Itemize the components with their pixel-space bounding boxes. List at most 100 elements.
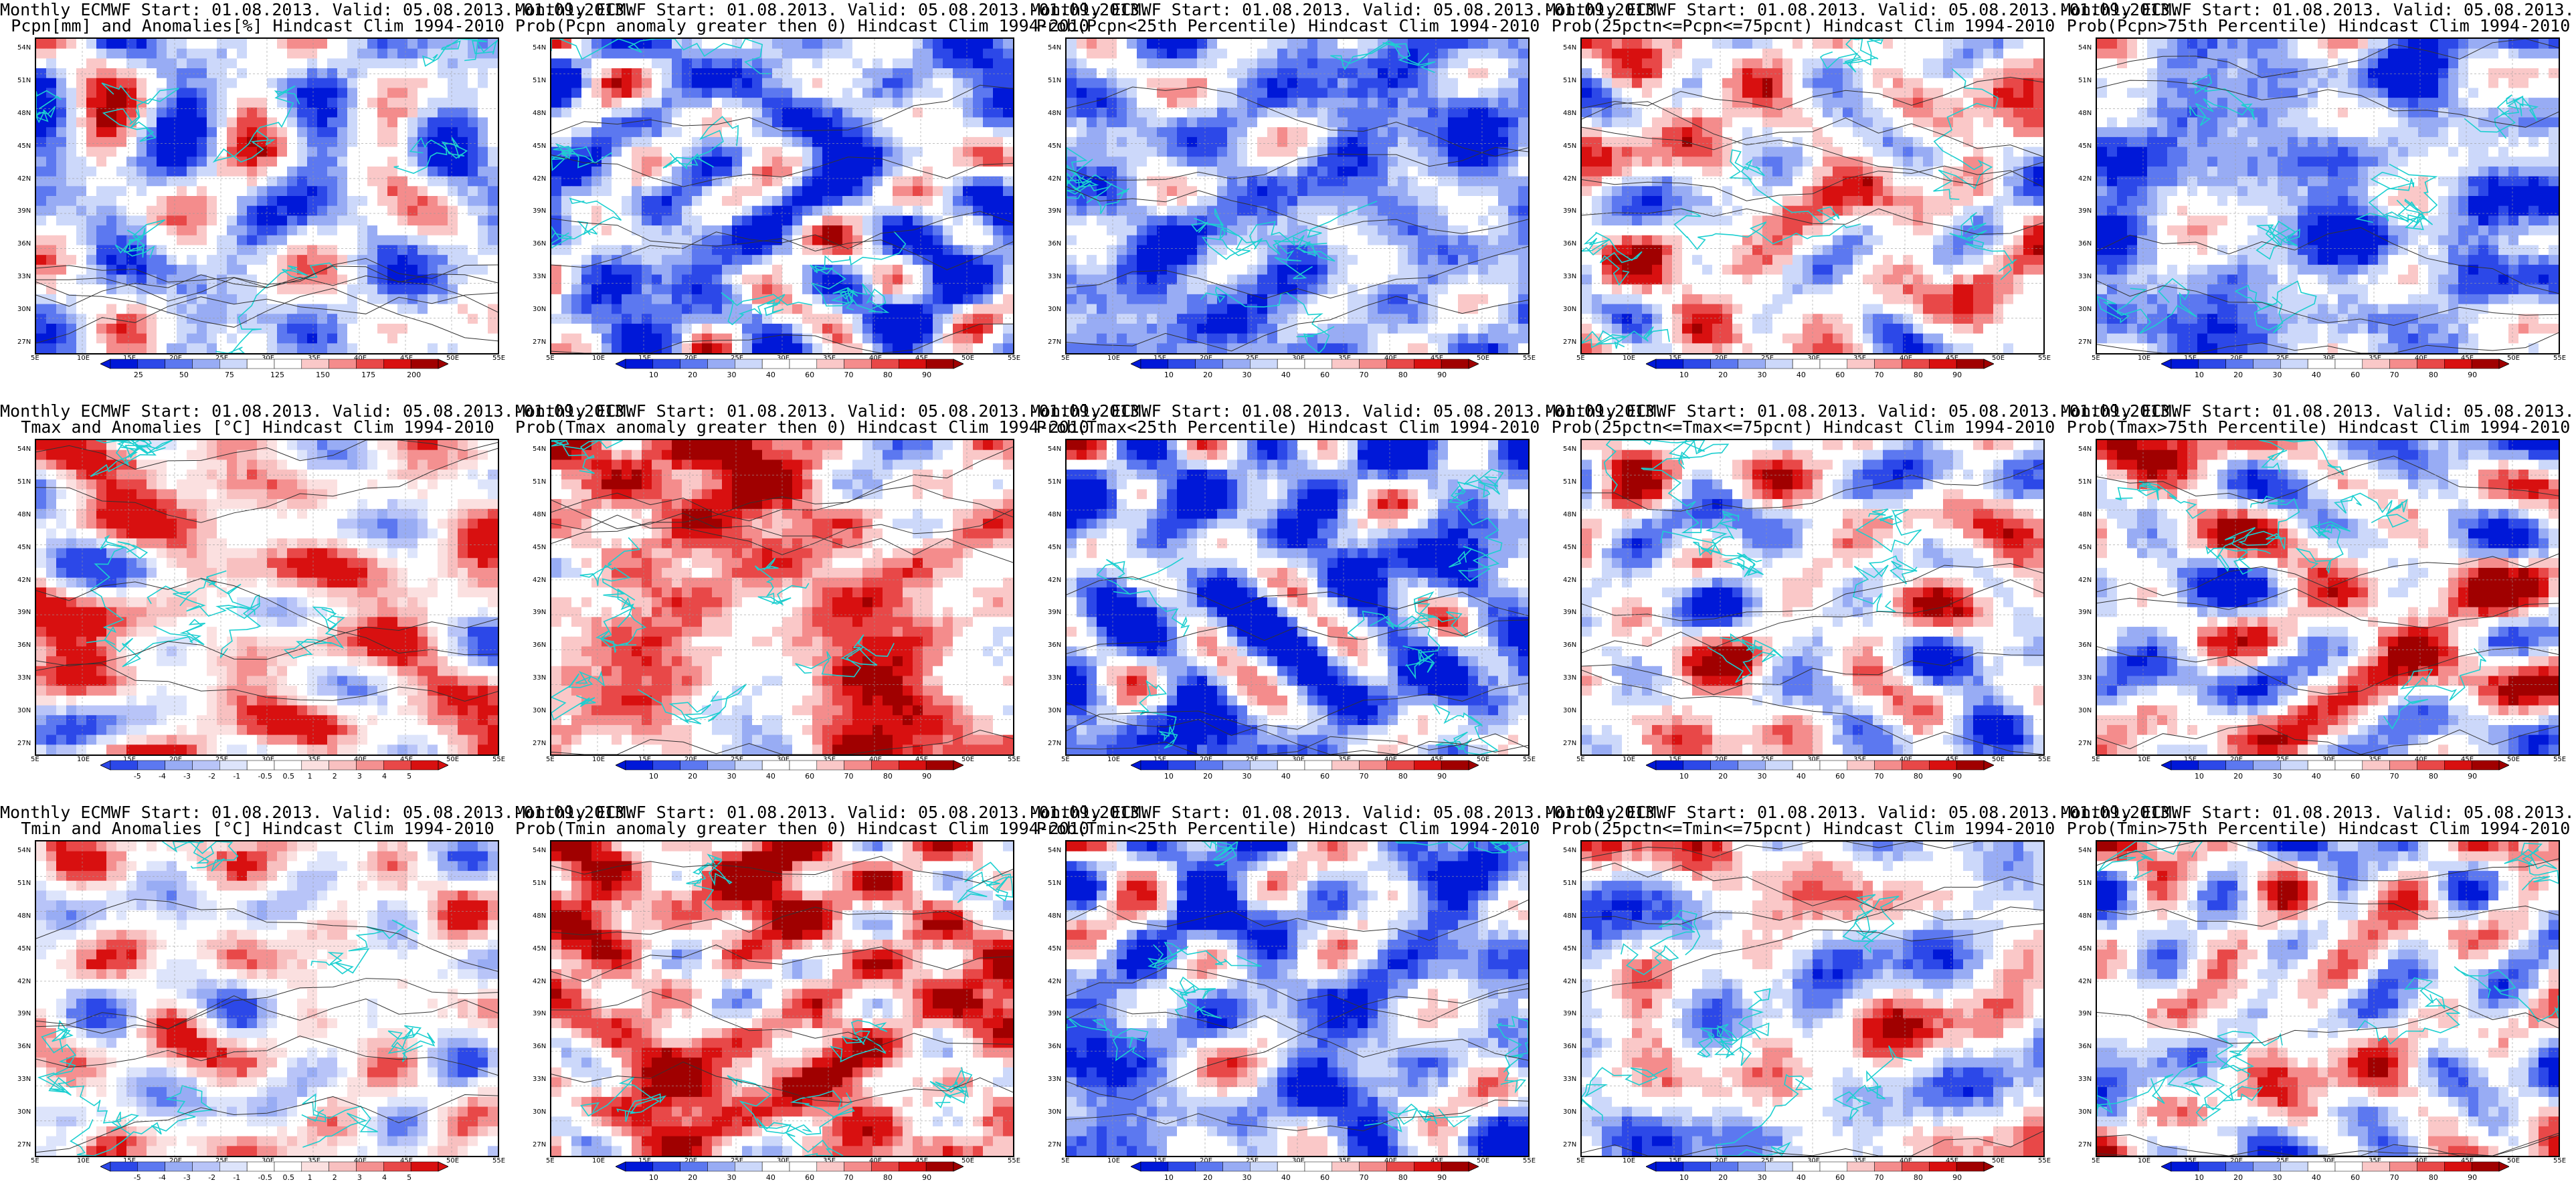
latitude-label: 42N: [533, 175, 546, 183]
latitude-label: 48N: [533, 511, 546, 518]
colorbar-tick-label: 90: [1437, 371, 1447, 379]
colorbar: [2161, 760, 2509, 771]
colorbar-tick-label: 70: [844, 1173, 854, 1182]
colorbar-tick-label: 40: [1281, 371, 1291, 379]
longitude-label: 5E: [1576, 355, 1585, 362]
coastlines: [580, 854, 1013, 1156]
longitude-label: 50E: [446, 1157, 459, 1165]
latitude-label: 39N: [2078, 609, 2092, 616]
latitude-label: 48N: [2078, 511, 2092, 518]
panel-subtitle: Prob(Tmax<25th Percentile) Hindcast Clim…: [1030, 419, 1546, 436]
colorbar-tick-label: 40: [1281, 772, 1291, 781]
longitude-label: 55E: [492, 355, 505, 362]
latitude-label: 42N: [1048, 577, 1061, 584]
latitude-label: 30N: [17, 306, 31, 313]
map-area: [550, 439, 1014, 756]
latitude-label: 39N: [17, 1010, 31, 1017]
longitude-label: 40E: [1900, 756, 1912, 763]
panel-subtitle: Tmax and Anomalies [°C] Hindcast Clim 19…: [0, 419, 515, 436]
colorbar-tick-label: 30: [727, 371, 737, 379]
graticule: [36, 841, 498, 1156]
longitude-label: 10E: [592, 355, 605, 362]
longitude-label: 25E: [2276, 1157, 2289, 1165]
latitude-label: 27N: [17, 338, 31, 346]
longitude-label: 5E: [1061, 355, 1070, 362]
field-cells: [36, 841, 498, 1156]
longitude-label: 45E: [1431, 1157, 1443, 1165]
colorbar-tick-label: 60: [2351, 1173, 2360, 1182]
colorbar-tick-label: 10: [1679, 371, 1689, 379]
longitude-label: 35E: [1338, 355, 1351, 362]
panel-subtitle: Prob(Pcpn>75th Percentile) Hindcast Clim…: [2061, 17, 2576, 35]
colorbar-swatches: [100, 1161, 448, 1172]
colorbar-swatches: [100, 760, 448, 771]
colorbar-tick-label: -5: [134, 1173, 141, 1182]
latitude-label: 27N: [1563, 1141, 1576, 1148]
colorbar-tick-label: 80: [2429, 772, 2438, 781]
longitude-label: 45E: [400, 756, 413, 763]
latitude-label: 48N: [533, 912, 546, 920]
longitude-label: 10E: [2138, 756, 2150, 763]
longitude-label: 55E: [1523, 1157, 1536, 1165]
longitude-label: 25E: [1761, 355, 1774, 362]
map-panel: Monthly ECMWF Start: 01.08.2013. Valid: …: [515, 401, 1149, 803]
longitude-label: 35E: [1853, 756, 1866, 763]
colorbar: [100, 359, 448, 369]
longitude-label: 50E: [446, 756, 459, 763]
latitude-label: 39N: [533, 609, 546, 616]
colorbar-tick-label: 80: [1398, 1173, 1408, 1182]
longitude-label: 25E: [215, 355, 228, 362]
map-area: [1580, 439, 2045, 756]
longitude-label: 25E: [215, 1157, 228, 1165]
panel-subtitle: Prob(25pctn<=Tmin<=75pcnt) Hindcast Clim…: [1546, 820, 2061, 837]
latitude-label: 30N: [1563, 1108, 1576, 1116]
map-area: [1580, 37, 2045, 355]
longitude-label: 25E: [1246, 756, 1259, 763]
longitude-label: 20E: [1715, 355, 1728, 362]
map-field: [1582, 440, 2043, 755]
panel-subtitle: Prob(25pctn<=Tmax<=75pcnt) Hindcast Clim…: [1546, 419, 2061, 436]
latitude-label: 54N: [1563, 44, 1576, 52]
map-panel: Monthly ECMWF Start: 01.08.2013. Valid: …: [1030, 401, 1665, 803]
latitude-label: 33N: [1048, 273, 1061, 280]
longitude-label: 55E: [2038, 756, 2051, 763]
latitude-label: 39N: [17, 609, 31, 616]
latitude-label: 54N: [533, 847, 546, 854]
colorbar-tick-label: 20: [1718, 772, 1728, 781]
longitude-label: 40E: [869, 1157, 882, 1165]
latitude-label: 27N: [533, 1141, 546, 1148]
map-panel: Monthly ECMWF Start: 01.08.2013. Valid: …: [1030, 0, 1665, 401]
latitude-label: 33N: [17, 1076, 31, 1083]
colorbar-tick-label: 90: [1952, 772, 1962, 781]
latitude-label: 30N: [533, 707, 546, 714]
longitude-label: 25E: [731, 355, 743, 362]
colorbar-tick-label: 150: [316, 371, 330, 379]
latitude-label: 27N: [2078, 740, 2092, 747]
colorbar-tick-label: 2: [333, 772, 337, 781]
longitude-label: 15E: [638, 1157, 651, 1165]
longitude-label: 50E: [1992, 756, 2005, 763]
latitude-label: 30N: [1048, 306, 1061, 313]
longitude-label: 50E: [1992, 355, 2005, 362]
colorbar-tick-label: -2: [208, 1173, 215, 1182]
latitude-label: 33N: [1563, 273, 1576, 280]
longitude-label: 35E: [1338, 1157, 1351, 1165]
longitude-label: 15E: [638, 355, 651, 362]
colorbar-tick-label: 60: [805, 772, 814, 781]
latitude-label: 36N: [533, 1043, 546, 1050]
colorbar-tick-label: 40: [1797, 371, 1806, 379]
latitude-label: 48N: [1563, 110, 1576, 117]
latitude-label: 48N: [17, 511, 31, 518]
map-area: [35, 439, 499, 756]
map-panel: Monthly ECMWF Start: 01.08.2013. Valid: …: [0, 0, 634, 401]
latitude-label: 39N: [1048, 207, 1061, 215]
colorbar-tick-label: 10: [1164, 772, 1174, 781]
longitude-label: 50E: [446, 355, 459, 362]
latitude-label: 27N: [17, 1141, 31, 1148]
longitude-label: 10E: [77, 355, 90, 362]
colorbar-tick-label: 30: [1758, 371, 1767, 379]
longitude-label: 30E: [777, 1157, 790, 1165]
longitude-label: 10E: [1623, 1157, 1635, 1165]
colorbar-tick-label: 10: [649, 1173, 658, 1182]
